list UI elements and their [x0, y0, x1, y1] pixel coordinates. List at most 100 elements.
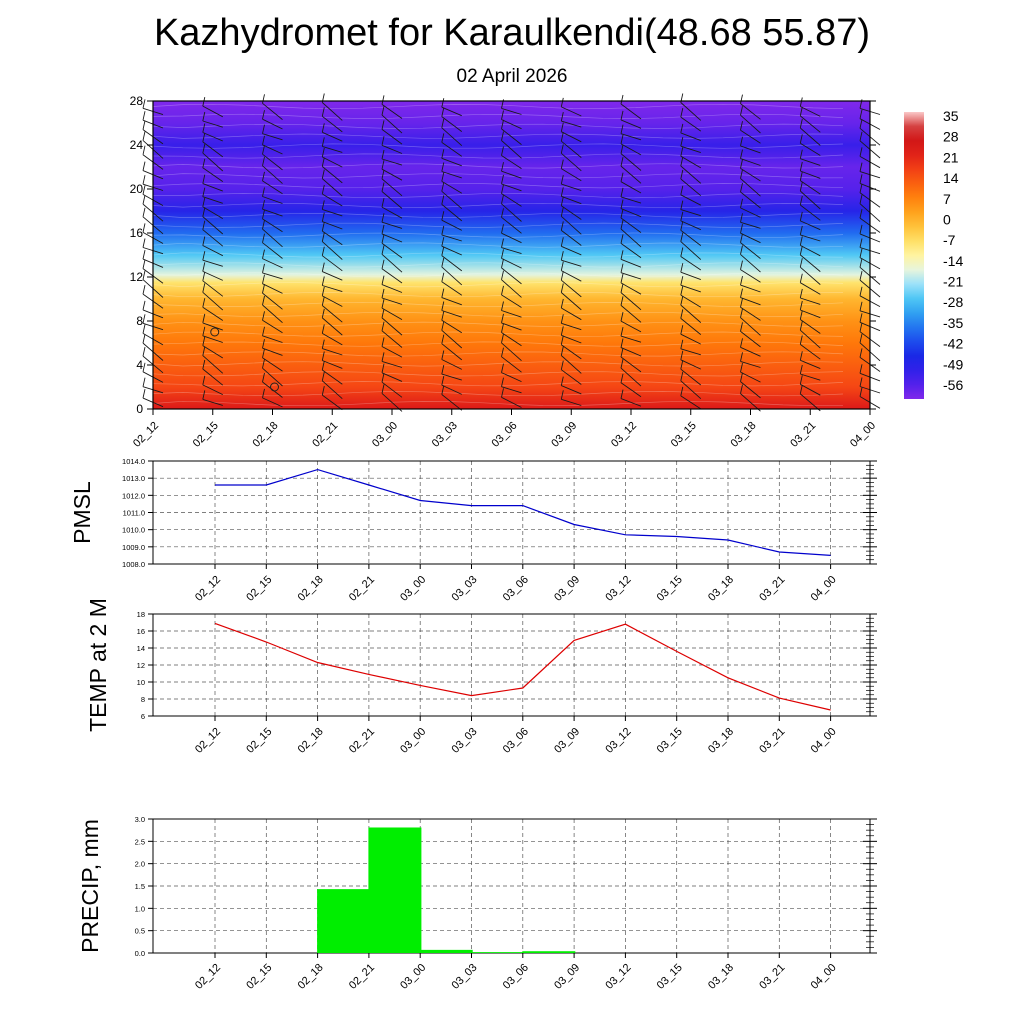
- wind-barb: [740, 121, 761, 144]
- precip-y-tick-label: 2.5: [135, 837, 145, 846]
- wind-barb: [560, 175, 582, 192]
- wind-barb: [441, 162, 462, 179]
- wind-barb: [799, 351, 821, 370]
- pmsl-y-axis-label: PMSL: [69, 481, 95, 544]
- cross-section-x-tick-label: 02_12: [131, 420, 161, 450]
- isotherm-contour: [152, 391, 844, 397]
- isotherm-contour: [152, 400, 844, 407]
- wind-barb: [501, 270, 522, 298]
- precip-panel: 0.0 0.5 1.0 1.5 2.0 2.5 3.0 PRECIP, mm 02_12 02_1…: [77, 815, 877, 992]
- wind-barb: [740, 224, 761, 244]
- wind-barb: [441, 98, 462, 117]
- wind-barb: [680, 286, 702, 308]
- wind-barb: [202, 336, 224, 359]
- wind-barb: [799, 134, 821, 156]
- temp-x-tick-label: 03_21: [757, 726, 787, 756]
- wind-barb: [501, 313, 522, 331]
- wind-barb: [202, 144, 224, 172]
- pmsl-x-tick-label: 03_06: [501, 574, 531, 604]
- cross-section-x-tick-label: 02_21: [310, 420, 340, 450]
- wind-barb: [501, 285, 522, 308]
- wind-barb: [381, 321, 403, 348]
- temp-x-tick-label: 02_15: [244, 726, 274, 756]
- wind-barb: [441, 257, 463, 286]
- precip-bar: [522, 951, 576, 953]
- wind-barb: [321, 262, 343, 281]
- wind-barb: [262, 311, 283, 334]
- wind-barb: [799, 288, 821, 305]
- isotherm-contour: [152, 331, 844, 337]
- wind-barb: [620, 296, 642, 323]
- wind-barb: [620, 144, 642, 171]
- temp-x-tick-label: 03_15: [655, 726, 685, 756]
- cross-section-panel: 0 4 8 12 16 20 24 28 02_12 02_15 02_18 02_21 03_00 03…: [130, 93, 881, 450]
- precip-y-axis-label: PRECIP, mm: [77, 819, 103, 953]
- isotherm-contour: [152, 103, 844, 110]
- pmsl-y-tick-label: 1012.0: [122, 491, 145, 500]
- calm-wind-marker: [270, 382, 279, 392]
- cross-section-y-tick-label: 20: [130, 182, 144, 196]
- isotherm-contour: [153, 193, 844, 199]
- wind-barb: [560, 346, 582, 374]
- wind-barb: [321, 232, 343, 260]
- wind-barb: [381, 259, 403, 284]
- precip-x-tick-label: 03_12: [603, 962, 633, 992]
- temp-y-tick-label: 16: [137, 627, 145, 636]
- temp-x-tick-label: 02_18: [296, 726, 326, 756]
- wind-barb: [740, 169, 761, 197]
- wind-barb: [560, 283, 582, 311]
- wind-barb: [560, 187, 582, 205]
- temp-y-tick-label: 12: [137, 661, 145, 670]
- wind-barb: [620, 273, 642, 295]
- wind-barb: [321, 107, 343, 133]
- wind-barb: [680, 123, 701, 142]
- precip-x-tick-label: 02_18: [296, 962, 326, 992]
- wind-barb: [202, 187, 223, 204]
- cross-section-x-tick-label: 04_00: [848, 420, 878, 450]
- isotherm-contour: [152, 371, 844, 377]
- wind-barb: [262, 295, 283, 324]
- pmsl-y-tick-label: 1009.0: [122, 543, 145, 552]
- wind-barb: [740, 384, 761, 412]
- wind-barb: [441, 301, 462, 318]
- cross-section-x-tick-label: 03_21: [788, 420, 818, 450]
- wind-barb: [680, 247, 702, 271]
- wind-barb: [441, 350, 462, 370]
- wind-barb: [620, 263, 642, 280]
- wind-barb: [680, 232, 702, 260]
- isotherm-contour: [152, 173, 844, 179]
- cross-section-x-tick-label: 03_06: [490, 420, 520, 450]
- wind-barb: [501, 301, 522, 318]
- wind-barb: [560, 237, 582, 256]
- wind-barb: [620, 347, 642, 373]
- wind-barb: [202, 346, 224, 374]
- wind-barb: [620, 312, 642, 333]
- wind-barb: [740, 159, 761, 182]
- wind-barb: [799, 195, 821, 221]
- wind-barb: [262, 135, 283, 155]
- wind-barb: [441, 288, 462, 306]
- temp-x-tick-label: 03_00: [398, 726, 428, 756]
- pmsl-x-tick-label: 03_00: [398, 574, 428, 604]
- temp-series-line: [214, 622, 831, 711]
- colorbar-label: -14: [943, 253, 963, 269]
- wind-barb: [799, 273, 821, 295]
- cross-section-x-tick-label: 02_18: [251, 420, 281, 450]
- wind-barb: [262, 171, 283, 195]
- pmsl-y-tick-label: 1011.0: [123, 509, 145, 518]
- wind-barb: [680, 108, 702, 132]
- wind-barb: [381, 275, 403, 293]
- wind-barb: [501, 162, 522, 179]
- pmsl-x-tick-label: 04_00: [809, 574, 839, 604]
- wind-barb: [620, 187, 642, 204]
- wind-barb: [441, 272, 463, 296]
- wind-barb: [381, 95, 403, 119]
- isotherm-contour: [152, 292, 844, 298]
- pmsl-x-tick-label: 03_21: [757, 574, 787, 604]
- precip-y-tick-label: 2.0: [135, 860, 145, 869]
- isotherm-contour: [152, 282, 844, 288]
- cross-section-x-tick-label: 03_15: [669, 420, 699, 450]
- precip-x-tick-label: 03_15: [655, 962, 685, 992]
- wind-barb: [620, 172, 642, 194]
- precip-x-tick-label: 03_21: [757, 962, 787, 992]
